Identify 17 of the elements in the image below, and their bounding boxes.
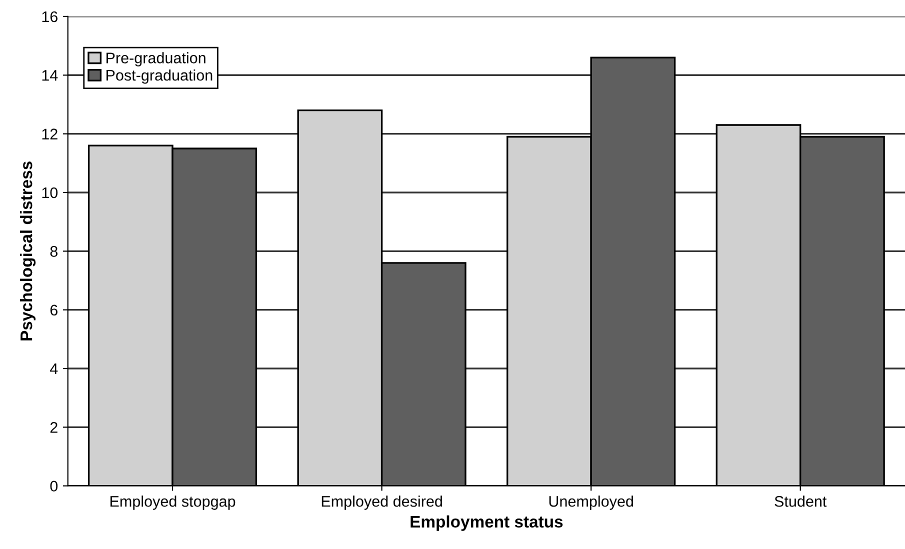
y-tick-label: 8 [50,246,58,257]
legend-label: Post-graduation [106,69,212,84]
x-tick-label: Student [774,496,827,507]
y-tick-label: 0 [50,480,58,492]
y-tick-label: 2 [50,422,58,433]
y-tick-label: 14 [42,70,58,81]
y-tick-label: 10 [42,187,58,198]
y-tick-label: 12 [42,128,58,140]
legend-label: Pre-graduation [106,52,206,66]
x-tick-label: Unemployed [549,496,633,510]
y-axis-title: Psychological distress [20,162,36,340]
y-tick-label: 16 [42,11,58,22]
x-tick-label: Employed stopgap [110,496,236,510]
y-tick-label: 6 [50,304,58,316]
y-tick-label: 4 [50,364,58,374]
x-tick-label: Employed desired [322,496,442,510]
x-axis-title: Employment status [410,515,563,531]
